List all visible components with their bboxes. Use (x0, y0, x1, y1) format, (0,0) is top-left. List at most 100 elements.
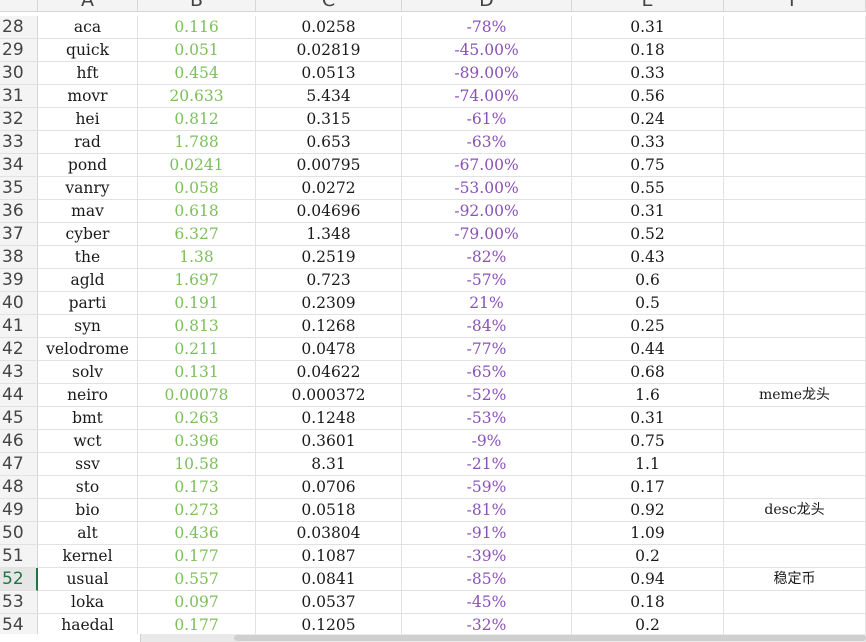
cell-b[interactable]: 0.812 (138, 108, 256, 131)
cell-c[interactable]: 0.0537 (256, 591, 402, 614)
cell-f[interactable] (724, 154, 866, 177)
column-header-d[interactable]: D (402, 0, 572, 11)
cell-d[interactable]: -57% (402, 269, 572, 292)
cell-c[interactable]: 0.0706 (256, 476, 402, 499)
row-header[interactable]: 31 (0, 85, 38, 108)
cell-c[interactable]: 0.653 (256, 131, 402, 154)
row-header[interactable]: 46 (0, 430, 38, 453)
cell-d[interactable]: -61% (402, 108, 572, 131)
cell-b[interactable]: 0.00078 (138, 384, 256, 407)
cell-e[interactable]: 0.25 (572, 315, 724, 338)
cell-c[interactable]: 0.0513 (256, 62, 402, 85)
cell-f[interactable]: meme龙头 (724, 384, 866, 407)
cell-c[interactable]: 0.04622 (256, 361, 402, 384)
cell-b[interactable]: 0.177 (138, 545, 256, 568)
cell-a[interactable]: bio (38, 499, 138, 522)
cell-a[interactable]: ssv (38, 453, 138, 476)
row-header[interactable]: 54 (0, 614, 38, 637)
cell-b[interactable]: 0.263 (138, 407, 256, 430)
cell-d[interactable]: -52% (402, 384, 572, 407)
row-header[interactable]: 44 (0, 384, 38, 407)
cell-c[interactable]: 0.0841 (256, 568, 402, 591)
cell-b[interactable]: 20.633 (138, 85, 256, 108)
cell-b[interactable]: 0.396 (138, 430, 256, 453)
row-header[interactable]: 42 (0, 338, 38, 361)
cell-b[interactable]: 1.788 (138, 131, 256, 154)
cell-f[interactable] (724, 591, 866, 614)
cell-c[interactable]: 0.0258 (256, 16, 402, 39)
column-header-c[interactable]: C (256, 0, 402, 11)
cell-e[interactable]: 0.43 (572, 246, 724, 269)
cell-d[interactable]: -85% (402, 568, 572, 591)
row-header[interactable]: 32 (0, 108, 38, 131)
cell-d[interactable]: -77% (402, 338, 572, 361)
column-header-e[interactable]: E (572, 0, 724, 11)
cell-a[interactable]: loka (38, 591, 138, 614)
cell-a[interactable]: wct (38, 430, 138, 453)
row-header[interactable]: 35 (0, 177, 38, 200)
cell-a[interactable]: aca (38, 16, 138, 39)
cell-e[interactable]: 0.94 (572, 568, 724, 591)
row-header[interactable]: 39 (0, 269, 38, 292)
cell-b[interactable]: 0.173 (138, 476, 256, 499)
cell-a[interactable]: agld (38, 269, 138, 292)
cell-f[interactable] (724, 269, 866, 292)
cell-e[interactable]: 0.44 (572, 338, 724, 361)
cell-a[interactable]: vanry (38, 177, 138, 200)
cell-c[interactable]: 0.0518 (256, 499, 402, 522)
cell-b[interactable]: 0.618 (138, 200, 256, 223)
cell-d[interactable]: 21% (402, 292, 572, 315)
cell-a[interactable]: hei (38, 108, 138, 131)
cell-c[interactable]: 0.02819 (256, 39, 402, 62)
cell-e[interactable]: 0.6 (572, 269, 724, 292)
cell-e[interactable]: 0.92 (572, 499, 724, 522)
cell-c[interactable]: 0.000372 (256, 384, 402, 407)
cell-d[interactable]: -9% (402, 430, 572, 453)
cell-a[interactable]: bmt (38, 407, 138, 430)
cell-a[interactable]: sto (38, 476, 138, 499)
row-header[interactable]: 30 (0, 62, 38, 85)
cell-c[interactable]: 0.0478 (256, 338, 402, 361)
cell-c[interactable]: 0.0272 (256, 177, 402, 200)
horizontal-scrollbar[interactable] (0, 634, 866, 642)
cell-b[interactable]: 0.191 (138, 292, 256, 315)
row-header[interactable]: 47 (0, 453, 38, 476)
cell-a[interactable]: solv (38, 361, 138, 384)
cell-f[interactable] (724, 315, 866, 338)
row-header[interactable]: 41 (0, 315, 38, 338)
cell-e[interactable]: 0.18 (572, 591, 724, 614)
cell-f[interactable] (724, 108, 866, 131)
cell-d[interactable]: -53% (402, 407, 572, 430)
cell-e[interactable]: 0.75 (572, 430, 724, 453)
cell-d[interactable]: -92.00% (402, 200, 572, 223)
cell-f[interactable] (724, 223, 866, 246)
scrollbar-thumb[interactable] (234, 635, 866, 641)
cell-e[interactable]: 0.5 (572, 292, 724, 315)
cell-f[interactable] (724, 453, 866, 476)
cell-a[interactable]: alt (38, 522, 138, 545)
cell-a[interactable]: mav (38, 200, 138, 223)
cell-a[interactable]: syn (38, 315, 138, 338)
cell-f[interactable] (724, 177, 866, 200)
cell-a[interactable]: hft (38, 62, 138, 85)
cell-d[interactable]: -89.00% (402, 62, 572, 85)
cell-f[interactable]: desc龙头 (724, 499, 866, 522)
row-header[interactable]: 38 (0, 246, 38, 269)
cell-f[interactable] (724, 62, 866, 85)
cell-e[interactable]: 0.56 (572, 85, 724, 108)
cell-f[interactable]: 稳定币 (724, 568, 866, 591)
cell-d[interactable]: -39% (402, 545, 572, 568)
cell-b[interactable]: 0.211 (138, 338, 256, 361)
column-header-b[interactable]: B (138, 0, 256, 11)
cell-b[interactable]: 0.273 (138, 499, 256, 522)
cell-b[interactable]: 1.38 (138, 246, 256, 269)
row-header[interactable]: 28 (0, 16, 38, 39)
cell-a[interactable]: cyber (38, 223, 138, 246)
cell-c[interactable]: 0.2309 (256, 292, 402, 315)
cell-e[interactable]: 0.17 (572, 476, 724, 499)
cell-f[interactable] (724, 292, 866, 315)
row-header[interactable]: 51 (0, 545, 38, 568)
cell-d[interactable]: -45.00% (402, 39, 572, 62)
row-header[interactable]: 52 (0, 568, 38, 591)
cell-c[interactable]: 0.315 (256, 108, 402, 131)
